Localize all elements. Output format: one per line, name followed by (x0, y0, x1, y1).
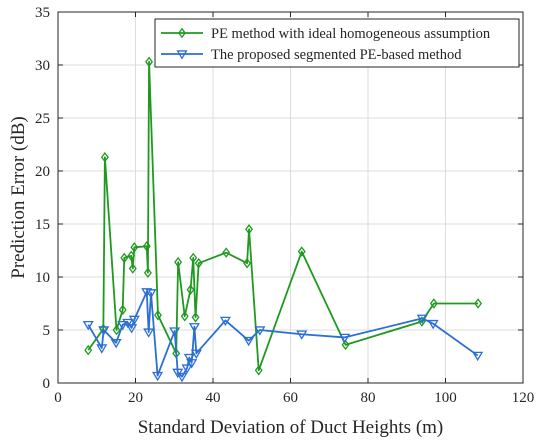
x-tick-label: 0 (54, 390, 62, 406)
series-2 (82, 288, 484, 383)
data-point (339, 333, 351, 344)
data-point (96, 344, 108, 354)
y-axis-label: Prediction Error (dB) (8, 116, 29, 279)
data-point (341, 339, 350, 351)
x-tick-label: 120 (512, 390, 535, 406)
data-point (169, 327, 181, 337)
data-point (429, 298, 438, 309)
legend-entry: The proposed segmented PE-based method (161, 47, 462, 63)
data-point (472, 351, 484, 362)
data-point (416, 314, 428, 325)
data-point (143, 267, 152, 279)
data-point (190, 349, 202, 360)
data-point (254, 326, 266, 336)
data-point (145, 289, 157, 299)
data-point (110, 338, 122, 349)
legend-marker (176, 50, 188, 60)
data-point (122, 318, 134, 329)
y-tick-label: 20 (35, 164, 50, 180)
y-tick-label: 30 (35, 58, 50, 74)
x-tick-label: 20 (128, 390, 143, 406)
data-point (427, 319, 439, 330)
data-point (127, 250, 136, 262)
data-point (154, 309, 162, 321)
legend-marker (178, 27, 186, 39)
data-point (126, 324, 138, 334)
data-point (84, 344, 93, 356)
data-point (120, 252, 129, 264)
data-point (191, 311, 200, 323)
data-point (296, 330, 308, 340)
data-point (176, 372, 188, 383)
data-point (297, 246, 306, 257)
legend-entry: PE method with ideal homogeneous assumpt… (161, 26, 491, 42)
data-point (183, 353, 195, 364)
legend-box (154, 18, 520, 68)
data-point (222, 247, 231, 258)
data-point (186, 359, 198, 369)
data-point (128, 315, 140, 326)
series-layer (82, 56, 484, 383)
data-point (180, 310, 189, 322)
data-point (117, 320, 129, 331)
y-tick-label: 0 (43, 376, 51, 392)
data-point (254, 364, 263, 376)
data-point (194, 257, 203, 269)
y-tick-label: 35 (35, 5, 50, 21)
data-point (181, 364, 193, 374)
data-point (98, 326, 110, 336)
data-point (128, 263, 137, 274)
data-point (152, 371, 164, 382)
data-point (100, 151, 109, 163)
data-point (188, 323, 200, 333)
data-point (130, 242, 139, 253)
x-tick-label: 60 (283, 390, 298, 406)
data-point (141, 288, 153, 298)
x-tick-label: 100 (434, 390, 457, 406)
data-point (189, 252, 198, 264)
x-tick-label: 80 (361, 390, 376, 406)
data-point (243, 336, 255, 347)
x-axis-label: Standard Deviation of Duct Heights (m) (138, 417, 444, 438)
data-point (219, 316, 231, 327)
data-point (112, 324, 121, 336)
data-point (145, 56, 154, 68)
axis-ticks: 0 20 40 60 80 100 120 0 5 10 15 20 25 30 35 (35, 5, 534, 406)
data-point (474, 298, 483, 309)
y-tick-label: 10 (35, 270, 50, 286)
data-point (82, 320, 94, 331)
legend-label: PE method with ideal homogeneous assumpt… (211, 26, 491, 42)
data-point (243, 257, 252, 269)
data-point (245, 224, 253, 235)
x-tick-label: 40 (206, 390, 221, 406)
y-tick-label: 5 (43, 323, 51, 339)
y-tick-label: 15 (35, 217, 50, 233)
y-tick-label: 25 (35, 111, 50, 127)
data-point (118, 304, 127, 316)
legend: PE method with ideal homogeneous assumpt… (154, 18, 520, 68)
data-point (186, 284, 195, 296)
legend-label: The proposed segmented PE-based method (211, 47, 462, 63)
data-point (142, 240, 151, 252)
data-point (174, 256, 183, 268)
data-point (143, 328, 155, 338)
